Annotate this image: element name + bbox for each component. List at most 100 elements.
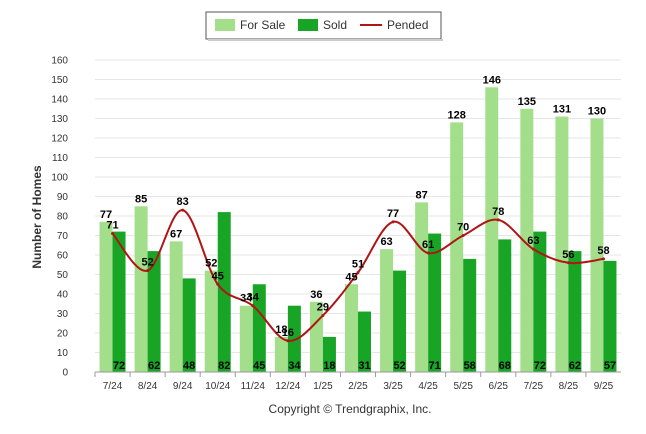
data-label-pended: 78 xyxy=(492,206,504,218)
data-label-sold: 48 xyxy=(183,360,195,372)
legend-swatch-for-sale xyxy=(215,19,235,31)
data-label-for-sale: 130 xyxy=(588,106,606,118)
pended-point xyxy=(566,261,570,265)
data-label-pended: 51 xyxy=(352,259,364,271)
pended-point xyxy=(111,232,115,236)
legend-frame xyxy=(205,11,442,40)
data-label-sold: 31 xyxy=(358,360,370,372)
data-label-pended: 70 xyxy=(457,222,469,234)
bar-for-sale xyxy=(274,336,288,372)
pended-point xyxy=(601,257,605,261)
pended-point xyxy=(496,218,500,222)
pended-point xyxy=(251,304,255,308)
x-tick-label: 6/25 xyxy=(489,381,509,392)
bar-sold xyxy=(147,251,161,372)
bar-for-sale xyxy=(555,116,569,372)
bar-for-sale xyxy=(99,221,113,372)
data-label-sold: 45 xyxy=(253,360,265,372)
data-label-sold: 72 xyxy=(534,360,546,372)
x-tick-label: 10/24 xyxy=(205,381,230,392)
y-tick-label: 100 xyxy=(51,173,68,184)
data-label-sold: 34 xyxy=(288,360,301,372)
data-label-for-sale: 131 xyxy=(553,104,571,116)
bar-for-sale xyxy=(169,241,183,372)
bar-sold xyxy=(428,233,442,372)
bar-for-sale xyxy=(134,206,148,372)
data-label-for-sale: 45 xyxy=(345,271,357,283)
bar-for-sale xyxy=(450,122,464,373)
pended-point xyxy=(181,208,185,212)
y-tick-label: 80 xyxy=(57,212,69,223)
data-label-for-sale: 36 xyxy=(310,289,322,301)
data-label-for-sale: 135 xyxy=(518,96,536,108)
pended-point xyxy=(461,234,465,237)
pended-point xyxy=(321,313,325,317)
data-label-pended: 61 xyxy=(422,239,434,251)
x-tick-label: 4/25 xyxy=(418,381,438,392)
y-tick-label: 150 xyxy=(51,75,68,86)
y-tick-label: 160 xyxy=(51,56,68,67)
x-tick-label: 3/25 xyxy=(383,381,403,392)
y-axis-title: Number of Homes xyxy=(30,165,44,269)
legend-shadow xyxy=(208,39,443,41)
data-label-pended: 29 xyxy=(317,301,329,313)
bar-sold xyxy=(287,305,301,372)
legend-label-pended: Pended xyxy=(387,18,428,32)
x-tick-label: 8/24 xyxy=(138,381,158,392)
data-label-for-sale: 85 xyxy=(135,193,147,205)
bar-sold xyxy=(568,251,582,372)
bar-for-sale xyxy=(239,305,253,372)
bar-sold xyxy=(182,278,196,372)
data-label-pended: 63 xyxy=(527,235,539,247)
y-tick-label: 10 xyxy=(57,348,69,359)
data-label-for-sale: 146 xyxy=(483,74,501,86)
data-label-for-sale: 128 xyxy=(448,109,466,121)
bar-for-sale xyxy=(520,108,534,372)
line-layer xyxy=(111,208,605,343)
y-tick-label: 90 xyxy=(57,192,69,203)
x-tick-label: 12/24 xyxy=(275,381,300,392)
x-tick-label: 7/25 xyxy=(524,381,544,392)
x-tick-label: 7/24 xyxy=(103,381,123,392)
data-label-pended: 58 xyxy=(597,245,609,257)
copyright-footer: Copyright © Trendgraphix, Inc. xyxy=(269,402,432,416)
bar-for-sale xyxy=(204,270,218,372)
pended-point xyxy=(531,247,535,251)
data-label-sold: 62 xyxy=(569,360,581,372)
bar-sold xyxy=(463,258,477,372)
bar-sold xyxy=(358,311,371,372)
pended-point xyxy=(356,271,360,275)
x-tick-label: 8/25 xyxy=(559,381,579,392)
pended-point xyxy=(426,251,430,255)
data-label-sold: 72 xyxy=(113,360,125,372)
x-tick-label: 9/25 xyxy=(594,381,614,392)
data-label-for-sale: 18 xyxy=(275,324,287,336)
y-tick-label: 30 xyxy=(57,309,69,320)
data-label-for-sale: 67 xyxy=(170,228,182,240)
bar-sold xyxy=(603,260,617,372)
y-tick-label: 130 xyxy=(51,114,68,125)
data-label-for-sale: 63 xyxy=(380,236,392,248)
pended-point xyxy=(146,269,150,273)
pended-line xyxy=(111,209,604,342)
legend-swatch-sold xyxy=(298,19,318,31)
y-tick-label: 60 xyxy=(57,251,69,262)
y-tick-label: 110 xyxy=(52,153,68,164)
labels-layer: 77 72 85 62 67 48 52 82 34 45 18 34 36 18 45 31 63 52 87 71… xyxy=(100,74,616,372)
pended-point xyxy=(391,220,395,224)
y-tick-label: 40 xyxy=(57,290,69,301)
legend-label-sold: Sold xyxy=(323,18,347,32)
legend-label-for-sale: For Sale xyxy=(240,18,286,32)
y-tick-label: 0 xyxy=(62,368,68,379)
bar-for-sale xyxy=(345,284,358,372)
data-label-sold: 18 xyxy=(323,360,335,372)
data-label-sold: 62 xyxy=(148,360,160,372)
data-label-pended: 83 xyxy=(177,196,189,208)
data-label-sold: 68 xyxy=(499,360,511,372)
y-tick-label: 50 xyxy=(57,270,69,281)
data-label-for-sale: 34 xyxy=(240,293,253,305)
x-tick-label: 1/25 xyxy=(313,381,333,392)
data-label-for-sale: 52 xyxy=(205,258,217,270)
